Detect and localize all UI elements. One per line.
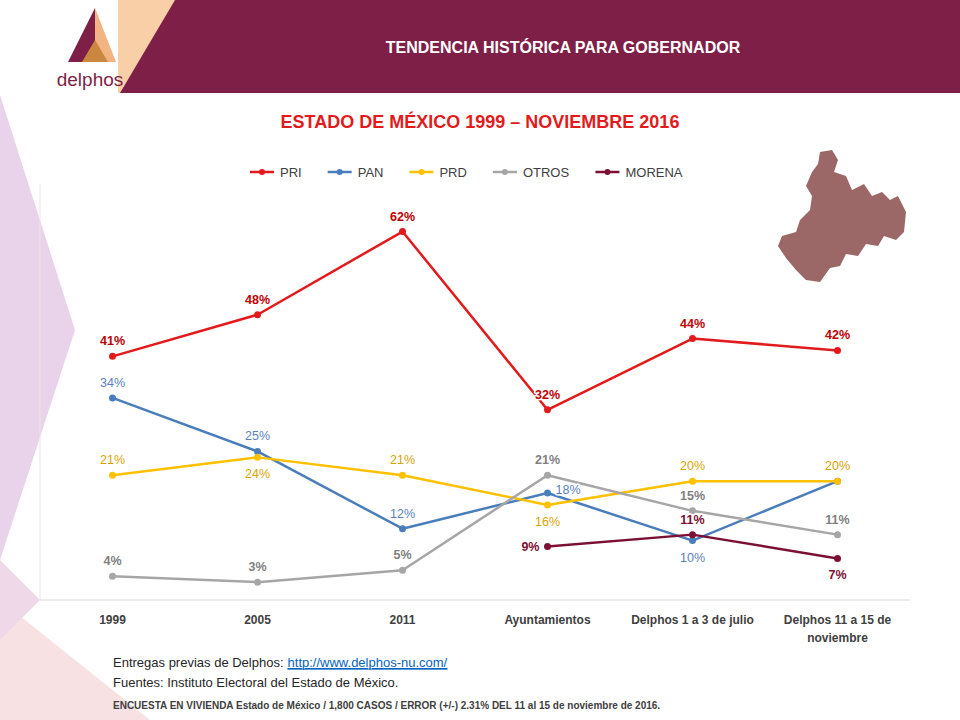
data-label: 9% — [521, 540, 539, 554]
data-label: 15% — [680, 489, 705, 503]
point — [544, 543, 551, 550]
data-label: 25% — [245, 429, 270, 443]
point — [254, 454, 261, 461]
footer-text: Entregas previas de Delphos: — [113, 655, 284, 670]
data-label: 21% — [535, 453, 560, 467]
footer-link[interactable]: http://www.delphos-nu.com/ — [288, 655, 448, 670]
point — [834, 478, 841, 485]
point — [544, 406, 551, 413]
data-label: 32% — [535, 388, 560, 402]
x-tick-label: 1999 — [99, 613, 126, 627]
series-line — [113, 457, 838, 505]
point — [254, 311, 261, 318]
x-axis — [40, 600, 910, 601]
point — [834, 478, 841, 485]
data-label: 34% — [100, 376, 125, 390]
point — [109, 394, 116, 401]
legend: PRI PAN PRD OTROS MORENA — [250, 165, 683, 180]
data-label: 10% — [680, 551, 705, 565]
chart-title: ESTADO DE MÉXICO 1999 – NOVIEMBRE 2016 — [281, 111, 680, 132]
point — [544, 501, 551, 508]
legend-label: PRI — [280, 165, 302, 180]
point — [689, 531, 696, 538]
legend-label: OTROS — [523, 165, 570, 180]
data-label: 48% — [245, 293, 270, 307]
data-label: 4% — [103, 554, 121, 568]
link-underline — [288, 669, 448, 670]
data-label: 20% — [680, 459, 705, 473]
legend-label: PAN — [358, 165, 384, 180]
legend-label: MORENA — [625, 165, 682, 180]
decor — [0, 95, 75, 560]
point — [399, 472, 406, 479]
logo — [82, 40, 108, 62]
series-line — [113, 232, 838, 410]
x-tick-label: 2005 — [244, 613, 271, 627]
data-label: 24% — [245, 467, 270, 481]
point — [399, 567, 406, 574]
x-tick-label: Delphos 11 a 15 denoviembre — [784, 613, 892, 645]
header-bar — [120, 0, 960, 93]
data-label: 44% — [680, 317, 705, 331]
y-axis — [40, 184, 41, 600]
legend-swatch — [418, 169, 424, 175]
data-label: 7% — [828, 568, 846, 582]
legend-swatch — [337, 169, 343, 175]
data-label: 21% — [390, 453, 415, 467]
page: delphos TENDENCIA HISTÓRICA PARA GOBERNAD… — [0, 0, 960, 720]
data-label: 16% — [535, 515, 560, 529]
point — [689, 478, 696, 485]
decor — [0, 560, 40, 640]
footer-text: Fuentes: Instituto Electoral del Estado … — [113, 675, 398, 690]
data-label: 12% — [390, 507, 415, 521]
x-tick-label: 2011 — [389, 613, 415, 627]
legend-swatch — [604, 169, 610, 175]
point — [689, 335, 696, 342]
point — [109, 573, 116, 580]
map — [778, 150, 906, 282]
data-label: 62% — [390, 210, 415, 224]
data-label: 11% — [680, 513, 704, 527]
legend-swatch — [259, 169, 265, 175]
legend-swatch — [502, 169, 508, 175]
data-label: 42% — [825, 328, 850, 342]
brand: delphos — [57, 69, 124, 90]
point — [254, 579, 261, 586]
point — [834, 531, 841, 538]
point — [399, 525, 406, 532]
point — [544, 472, 551, 479]
data-labels: 41% 48% 62% 32% 44% 42% 34% 25% 12% 18% 10% 21% 24% 2… — [100, 210, 850, 583]
x-tick-label: Delphos 1 a 3 de julio — [631, 613, 754, 627]
point — [544, 490, 551, 497]
data-label: 21% — [100, 453, 125, 467]
point — [399, 228, 406, 235]
data-label: 20% — [825, 459, 850, 473]
data-label: 11% — [825, 513, 849, 527]
legend-label: PRD — [439, 165, 466, 180]
data-label: 3% — [248, 560, 266, 574]
series-line — [113, 475, 838, 582]
series-line — [113, 398, 838, 541]
x-tick-label: Ayuntamientos — [504, 613, 591, 627]
footer-note: ENCUESTA EN VIVIENDA Estado de México / … — [113, 700, 660, 711]
data-label: 5% — [393, 548, 411, 562]
data-label: 18% — [556, 483, 581, 497]
point — [834, 555, 841, 562]
plot-area — [109, 228, 841, 586]
point — [834, 347, 841, 354]
header-title: TENDENCIA HISTÓRICA PARA GOBERNADOR — [386, 38, 741, 56]
point — [109, 472, 116, 479]
point — [109, 353, 116, 360]
data-label: 41% — [100, 334, 125, 348]
